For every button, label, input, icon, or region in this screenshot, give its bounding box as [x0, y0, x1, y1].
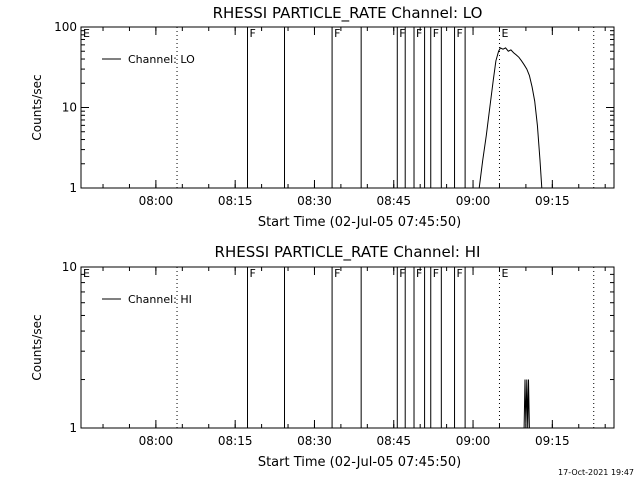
y-axis-label: Counts/sec: [30, 314, 44, 380]
chart-title: RHESSI PARTICLE_RATE Channel: LO: [213, 4, 483, 23]
x-tick-label: 08:15: [218, 434, 253, 448]
event-marker-label: F: [250, 267, 256, 280]
x-tick-label: 09:15: [535, 434, 570, 448]
legend-entry: Channel: LO: [128, 53, 195, 66]
x-tick-label: 08:45: [376, 194, 411, 208]
y-axis-label: Counts/sec: [30, 74, 44, 140]
event-marker-label: F: [250, 27, 256, 40]
event-marker-label: F: [416, 267, 422, 280]
x-tick-label: 08:15: [218, 194, 253, 208]
legend-entry: Channel: HI: [128, 293, 192, 306]
data-series-line: [523, 379, 530, 429]
event-marker-label: F: [334, 267, 340, 280]
event-marker-label: F: [457, 27, 463, 40]
y-tick-label: 10: [62, 260, 77, 274]
x-tick-label: 08:00: [139, 194, 174, 208]
data-series-line: [478, 47, 543, 189]
x-tick-label: 09:00: [456, 434, 491, 448]
y-tick-label: 1: [69, 421, 77, 435]
chart-title: RHESSI PARTICLE_RATE Channel: HI: [215, 243, 481, 262]
x-axis-label: Start Time (02-Jul-05 07:45:50): [258, 215, 461, 230]
y-tick-label: 100: [54, 20, 77, 34]
event-marker-label: E: [501, 27, 508, 40]
event-marker-label: F: [433, 27, 439, 40]
y-tick-label: 10: [62, 101, 77, 115]
event-marker-label: F: [334, 27, 340, 40]
date-stamp: 17-Oct-2021 19:47: [558, 468, 634, 477]
x-tick-label: 08:30: [297, 194, 332, 208]
plot-frame: [80, 26, 615, 189]
x-tick-label: 08:30: [297, 434, 332, 448]
event-marker-label: F: [433, 267, 439, 280]
event-marker-label: F: [399, 27, 405, 40]
x-tick-label: 08:00: [139, 434, 174, 448]
event-marker-label: F: [457, 267, 463, 280]
plot-frame: [80, 266, 615, 429]
event-marker-label: E: [83, 27, 90, 40]
event-marker-label: E: [83, 267, 90, 280]
x-tick-label: 09:15: [535, 194, 570, 208]
event-marker-label: F: [416, 27, 422, 40]
event-marker-label: E: [501, 267, 508, 280]
x-tick-label: 09:00: [456, 194, 491, 208]
x-axis-label: Start Time (02-Jul-05 07:45:50): [258, 455, 461, 470]
x-tick-label: 08:45: [376, 434, 411, 448]
y-tick-label: 1: [69, 181, 77, 195]
event-marker-label: F: [399, 267, 405, 280]
